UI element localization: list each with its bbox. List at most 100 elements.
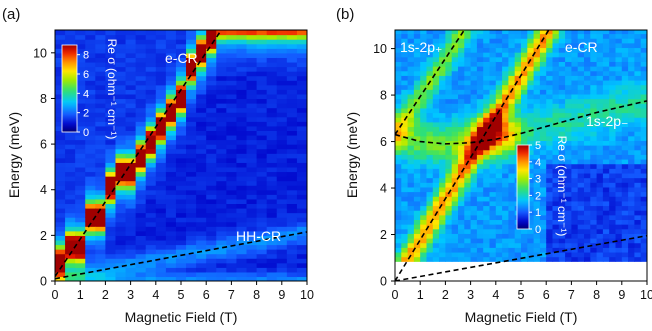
heatmap-cell [407, 186, 415, 193]
heatmap-cell [590, 205, 598, 211]
heatmap-cell [105, 71, 117, 77]
colorbar-tick-label: 1 [535, 207, 541, 219]
heatmap-cell [75, 194, 86, 200]
heatmap-cell [145, 43, 157, 49]
heatmap-cell [175, 103, 187, 109]
heatmap-cell [602, 172, 610, 179]
heatmap-cell [105, 194, 117, 200]
heatmap-cell [175, 171, 187, 177]
heatmap-cell [634, 256, 642, 262]
heatmap-cell [527, 75, 535, 81]
heatmap-cell [115, 121, 127, 127]
heatmap-cell [196, 71, 207, 77]
heatmap-cell [432, 247, 440, 253]
heatmap-cell [615, 214, 623, 221]
heatmap-cell [602, 228, 610, 234]
heatmap-cell [495, 89, 503, 95]
heatmap-cell [558, 191, 566, 197]
heatmap-cell [125, 198, 137, 205]
heatmap-cell [155, 57, 167, 63]
heatmap-cell [565, 107, 572, 114]
heatmap-cell [628, 93, 635, 100]
heatmap-cell [439, 93, 446, 100]
heatmap-cell [186, 144, 197, 150]
heatmap-cell [565, 93, 572, 100]
heatmap-cell [206, 116, 217, 122]
heatmap-cell [426, 33, 434, 39]
heatmap-cell [590, 121, 598, 128]
heatmap-cell [256, 57, 268, 63]
heatmap-cell [464, 75, 472, 81]
heatmap-cell [495, 238, 503, 244]
heatmap-cell [75, 226, 86, 232]
heatmap-cell [115, 217, 127, 223]
heatmap-cell [216, 162, 227, 168]
heatmap-cell [226, 189, 238, 195]
heatmap-cell [621, 103, 629, 109]
heatmap-cell [226, 226, 238, 232]
heatmap-cell [495, 168, 503, 174]
heatmap-cell [565, 200, 572, 207]
heatmap-cell [186, 185, 197, 191]
heatmap-cell [296, 93, 307, 100]
heatmap-cell [165, 230, 177, 236]
heatmap-cell [296, 185, 307, 191]
heatmap-cell [495, 251, 503, 258]
heatmap-cell [145, 93, 157, 100]
heatmap-cell [577, 135, 585, 141]
heatmap-cell [206, 166, 217, 173]
heatmap-cell [135, 198, 147, 205]
heatmap-cell [508, 210, 516, 216]
heatmap-cell [236, 271, 248, 278]
heatmap-cell [256, 176, 268, 182]
heatmap-cell [495, 75, 503, 81]
heatmap-cell [75, 80, 86, 86]
heatmap-cell [407, 154, 415, 160]
heatmap-cell [628, 186, 635, 193]
heatmap-cell [476, 70, 484, 76]
heatmap-cell [145, 207, 157, 214]
heatmap-cell [420, 228, 428, 234]
heatmap-cell [458, 177, 465, 183]
heatmap-cell [470, 214, 478, 221]
heatmap-cell [175, 276, 187, 281]
heatmap-cell [596, 103, 604, 109]
heatmap-cell [458, 182, 465, 188]
heatmap-cell [565, 214, 572, 221]
heatmap-cell [413, 210, 421, 216]
heatmap-cell [286, 239, 298, 246]
heatmap-cell [296, 134, 307, 141]
heatmap-cell [584, 66, 591, 72]
heatmap-cell [483, 84, 491, 90]
heatmap-cell [401, 89, 409, 95]
heatmap-cell [165, 130, 177, 136]
heatmap-cell [634, 107, 642, 114]
heatmap-cell [489, 200, 497, 207]
heatmap-cell [527, 140, 535, 146]
heatmap-cell [483, 70, 491, 76]
heatmap-cell [527, 154, 535, 160]
heatmap-cell [577, 66, 585, 72]
heatmap-cell [590, 47, 598, 53]
heatmap-cell [445, 186, 453, 193]
heatmap-cell [145, 34, 157, 40]
heatmap-cell [458, 52, 465, 58]
heatmap-cell [432, 140, 440, 146]
heatmap-cell [521, 112, 528, 118]
heatmap-cell [246, 189, 258, 195]
heatmap-cell [413, 168, 421, 174]
heatmap-cell [558, 93, 566, 100]
heatmap-cell [155, 30, 167, 36]
heatmap-cell [502, 103, 509, 109]
heatmap-cell [464, 42, 472, 49]
heatmap-cell [115, 93, 127, 100]
heatmap-cell [125, 221, 137, 227]
heatmap-cell [135, 116, 147, 122]
heatmap-cell [502, 84, 509, 90]
heatmap-cell [602, 224, 610, 230]
heatmap-cell [558, 186, 566, 193]
heatmap-cell [413, 233, 421, 239]
heatmap-cell [489, 52, 497, 58]
heatmap-cell [115, 112, 127, 118]
heatmap-cell [246, 185, 258, 191]
